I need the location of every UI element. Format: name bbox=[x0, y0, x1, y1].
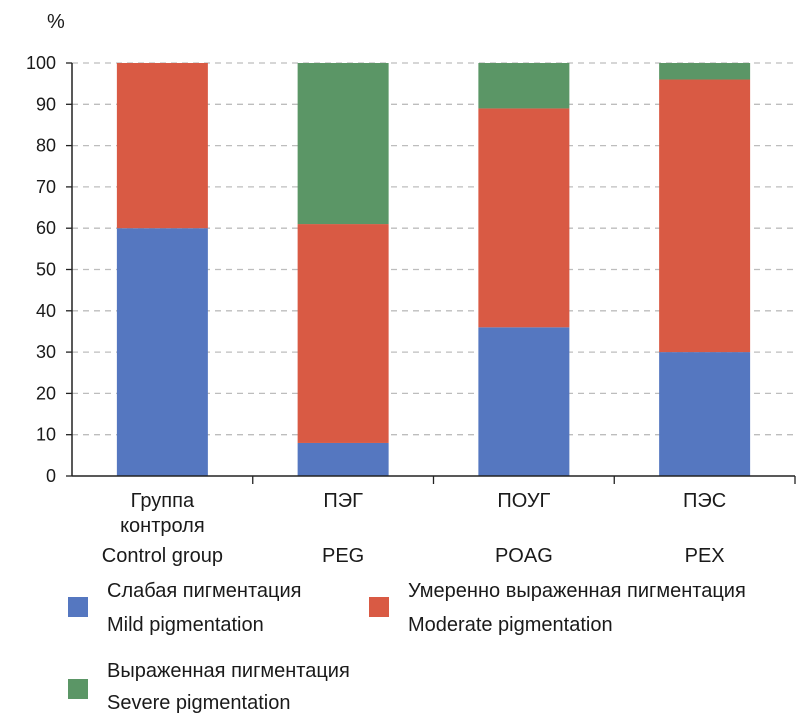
legend-label-moderate-ru: Умеренно выраженная пигментация bbox=[408, 580, 746, 602]
y-tick-label-40: 40 bbox=[36, 301, 56, 321]
y-tick-labels: 0 10 20 30 40 50 60 70 80 90 100 bbox=[26, 53, 56, 486]
legend-swatch-mild bbox=[68, 597, 88, 617]
bar-2-series-1 bbox=[478, 108, 570, 328]
x-category-labels: Группа контроля Control group ПЭГ PEG ПОУГ POA… bbox=[102, 490, 726, 567]
x-category-label-0-line3: Control group bbox=[102, 545, 223, 567]
bars bbox=[116, 63, 751, 476]
x-category-label-1-line3: PEG bbox=[322, 545, 364, 567]
legend-swatch-moderate bbox=[369, 597, 389, 617]
x-category-label-0-line2: контроля bbox=[120, 515, 205, 537]
legend-label-moderate-en: Moderate pigmentation bbox=[408, 614, 613, 636]
x-category-label-2-line3: POAG bbox=[495, 545, 553, 567]
y-tick-label-70: 70 bbox=[36, 177, 56, 197]
bar-1-series-2 bbox=[297, 63, 389, 225]
y-unit-label: % bbox=[47, 11, 65, 33]
x-category-label-0-line1: Группа bbox=[131, 490, 195, 512]
x-category-label-3-line1: ПЭС bbox=[683, 490, 726, 512]
bar-3-series-2 bbox=[659, 63, 751, 80]
x-category-label-2-line1: ПОУГ bbox=[497, 490, 550, 512]
bar-2-series-2 bbox=[478, 63, 570, 109]
legend-swatch-severe bbox=[68, 679, 88, 699]
legend-label-mild-ru: Слабая пигментация bbox=[107, 580, 302, 602]
x-category-label-1-line1: ПЭГ bbox=[323, 490, 363, 512]
bar-0-series-0 bbox=[116, 228, 208, 476]
bar-3-series-0 bbox=[659, 352, 751, 476]
axes bbox=[66, 62, 796, 484]
y-tick-label-100: 100 bbox=[26, 53, 56, 73]
y-tick-label-10: 10 bbox=[36, 425, 56, 445]
y-tick-label-60: 60 bbox=[36, 218, 56, 238]
legend-label-severe-en: Severe pigmentation bbox=[107, 692, 291, 714]
y-tick-label-0: 0 bbox=[46, 466, 56, 486]
stacked-bar-chart: % 0 10 20 30 40 50 60 70 80 90 100 Группа контроля C… bbox=[26, 11, 796, 567]
y-tick-label-50: 50 bbox=[36, 260, 56, 280]
bar-1-series-1 bbox=[297, 224, 389, 443]
legend-label-mild-en: Mild pigmentation bbox=[107, 614, 264, 636]
bar-3-series-1 bbox=[659, 79, 751, 353]
y-tick-label-30: 30 bbox=[36, 342, 56, 362]
bar-2-series-0 bbox=[478, 327, 570, 476]
bar-1-series-0 bbox=[297, 442, 389, 476]
y-tick-label-80: 80 bbox=[36, 136, 56, 156]
y-tick-label-20: 20 bbox=[36, 383, 56, 403]
bar-0-series-1 bbox=[116, 63, 208, 229]
x-category-label-3-line3: PEX bbox=[685, 545, 725, 567]
y-tick-label-90: 90 bbox=[36, 94, 56, 114]
legend-label-severe-ru: Выраженная пигментация bbox=[107, 660, 350, 682]
